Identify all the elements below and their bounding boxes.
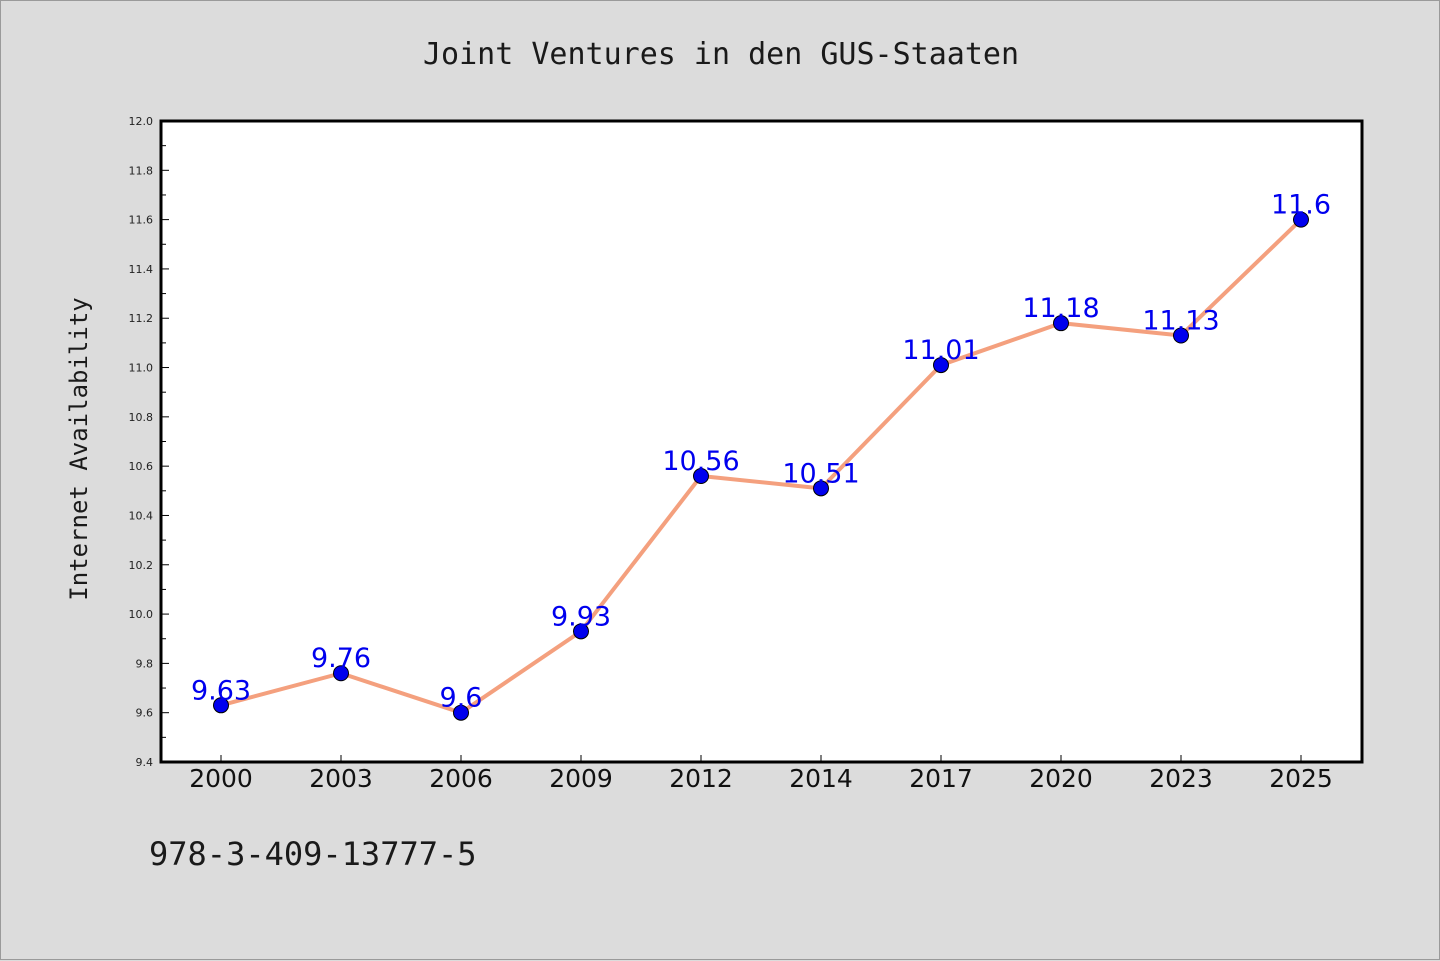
- y-tick-label: 10.8: [129, 411, 154, 424]
- y-tick-label: 10.6: [129, 460, 154, 473]
- x-tick-label: 2014: [789, 764, 853, 793]
- data-point: [1173, 327, 1189, 344]
- y-axis-label: Internet Availability: [65, 297, 93, 600]
- y-axis: 9.4 9.6 9.8 10.0 10.2 10.4 10.6 10.8 11.0 11.2 11.…: [129, 115, 169, 769]
- x-tick-label: 2009: [549, 764, 613, 793]
- x-axis: 2000 2003 2006 2009 2012 2014 2017 2020 2023 2025: [189, 755, 1333, 793]
- chart-title: Joint Ventures in den GUS-Staaten: [423, 37, 1019, 72]
- y-tick-label: 11.2: [129, 312, 154, 325]
- data-point: [573, 623, 589, 640]
- data-point: [453, 704, 469, 721]
- data-point: [1053, 315, 1069, 332]
- data-label: 9.6: [440, 683, 483, 714]
- x-tick-label: 2020: [1029, 764, 1093, 793]
- data-label: 11.6: [1271, 190, 1331, 221]
- isbn-footnote: 978-3-409-13777-5: [149, 835, 477, 873]
- data-label: 11.01: [902, 335, 979, 366]
- data-point: [1293, 211, 1309, 228]
- x-tick-label: 2017: [909, 764, 973, 793]
- x-tick-label: 2000: [189, 764, 253, 793]
- series-line: [219, 217, 1303, 715]
- y-tick-label: 9.6: [136, 707, 154, 720]
- x-tick-label: 2025: [1269, 764, 1333, 793]
- y-tick-label: 11.6: [129, 214, 154, 227]
- data-label: 9.76: [311, 643, 371, 674]
- y-tick-label: 11.4: [129, 263, 154, 276]
- x-tick-label: 2003: [309, 764, 373, 793]
- y-tick-label: 10.2: [129, 559, 154, 572]
- data-label: 9.93: [551, 601, 611, 632]
- y-tick-label: 10.4: [129, 509, 154, 522]
- data-label: 10.51: [782, 458, 859, 489]
- data-label: 11.18: [1022, 293, 1099, 324]
- y-tick-label: 9.4: [136, 756, 154, 769]
- data-label: 9.63: [191, 675, 251, 706]
- data-point: [813, 480, 829, 497]
- plot-area: [159, 119, 1364, 764]
- y-tick-label: 10.0: [129, 608, 154, 621]
- data-label: 10.56: [662, 446, 739, 477]
- y-tick-label: 11.0: [129, 362, 154, 375]
- x-tick-label: 2006: [429, 764, 493, 793]
- y-tick-label: 9.8: [136, 657, 154, 670]
- x-tick-label: 2023: [1149, 764, 1213, 793]
- data-point: [213, 697, 229, 714]
- y-tick-label: 12.0: [129, 115, 154, 128]
- x-tick-label: 2012: [669, 764, 733, 793]
- data-label: 11.13: [1142, 305, 1219, 336]
- data-point: [933, 357, 949, 374]
- data-point: [333, 665, 349, 682]
- series-group: 9.63 9.76 9.6 9.93 10.56 10.51 11.01 11.18 11.13…: [191, 190, 1331, 721]
- y-tick-label: 11.8: [129, 164, 154, 177]
- data-point: [693, 468, 709, 485]
